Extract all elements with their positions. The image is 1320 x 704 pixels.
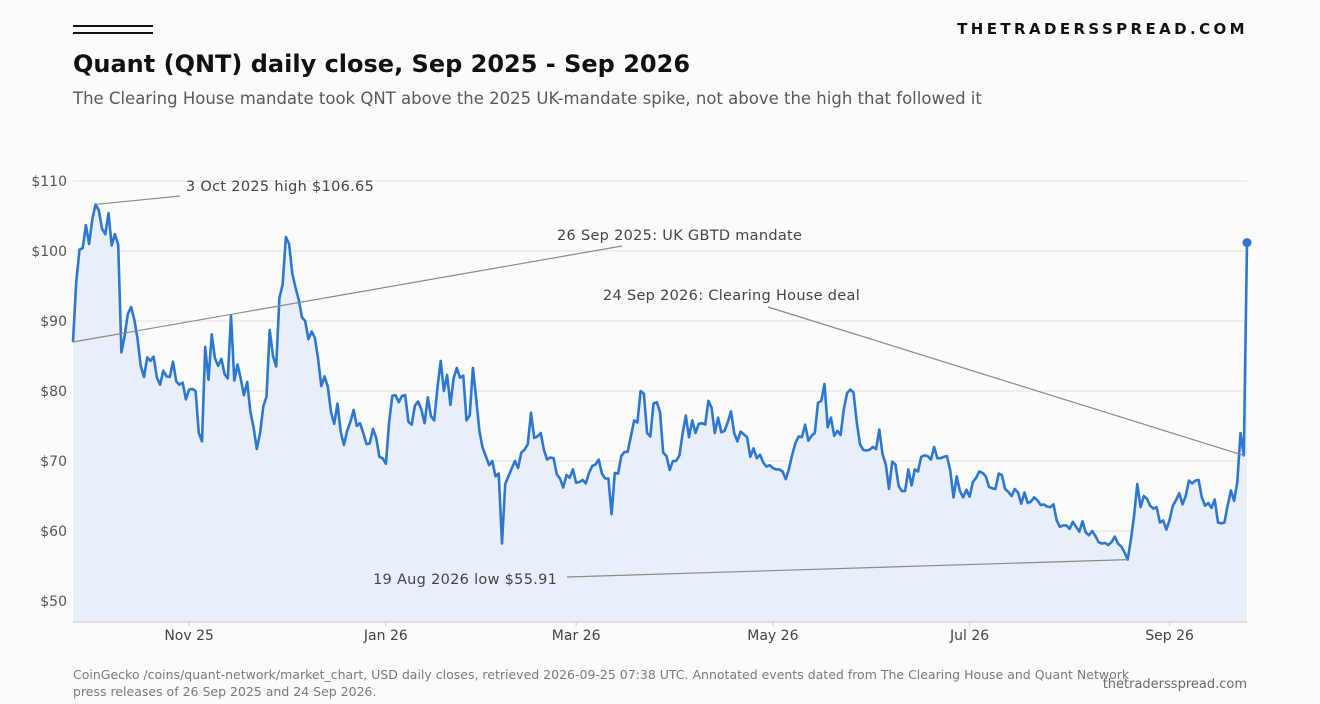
x-tick-label: Jul 26 [949, 628, 989, 644]
brand-wordmark: THETRADERSSPREAD.COM [957, 20, 1248, 38]
annotation-leader [72, 245, 623, 343]
annotation-label: 3 Oct 2025 high $106.65 [186, 179, 374, 195]
y-tick-label: $100 [31, 244, 67, 260]
annotation-leader [566, 559, 1128, 578]
chart-subtitle: The Clearing House mandate took QNT abov… [73, 89, 982, 108]
chart-title: Quant (QNT) daily close, Sep 2025 - Sep … [73, 50, 691, 78]
x-tick-label: May 26 [747, 628, 798, 644]
x-tick-label: Mar 26 [552, 628, 601, 644]
brand-rule [73, 25, 153, 35]
x-tick-label: Nov 25 [164, 628, 214, 644]
annotation-leader [95, 195, 181, 206]
y-tick-label: $60 [40, 524, 67, 540]
y-tick-label: $80 [40, 384, 67, 400]
annotation-label: 26 Sep 2025: UK GBTD mandate [557, 228, 802, 244]
y-tick-label: $50 [40, 594, 67, 610]
footer-site: thetradersspread.com [1102, 677, 1247, 692]
x-tick-label: Sep 26 [1145, 628, 1194, 644]
y-tick-label: $110 [31, 174, 67, 190]
price-line [71, 203, 1249, 561]
x-tick-label: Jan 26 [363, 628, 408, 644]
annotation-leader [767, 306, 1244, 456]
last-price-point [1242, 238, 1252, 248]
annotation-label: 24 Sep 2026: Clearing House deal [603, 288, 860, 304]
y-tick-label: $70 [40, 454, 67, 470]
annotation-label: 19 Aug 2026 low $55.91 [373, 572, 557, 588]
source-note: CoinGecko /coins/quant-network/market_ch… [73, 667, 1130, 699]
y-tick-label: $90 [40, 314, 67, 330]
